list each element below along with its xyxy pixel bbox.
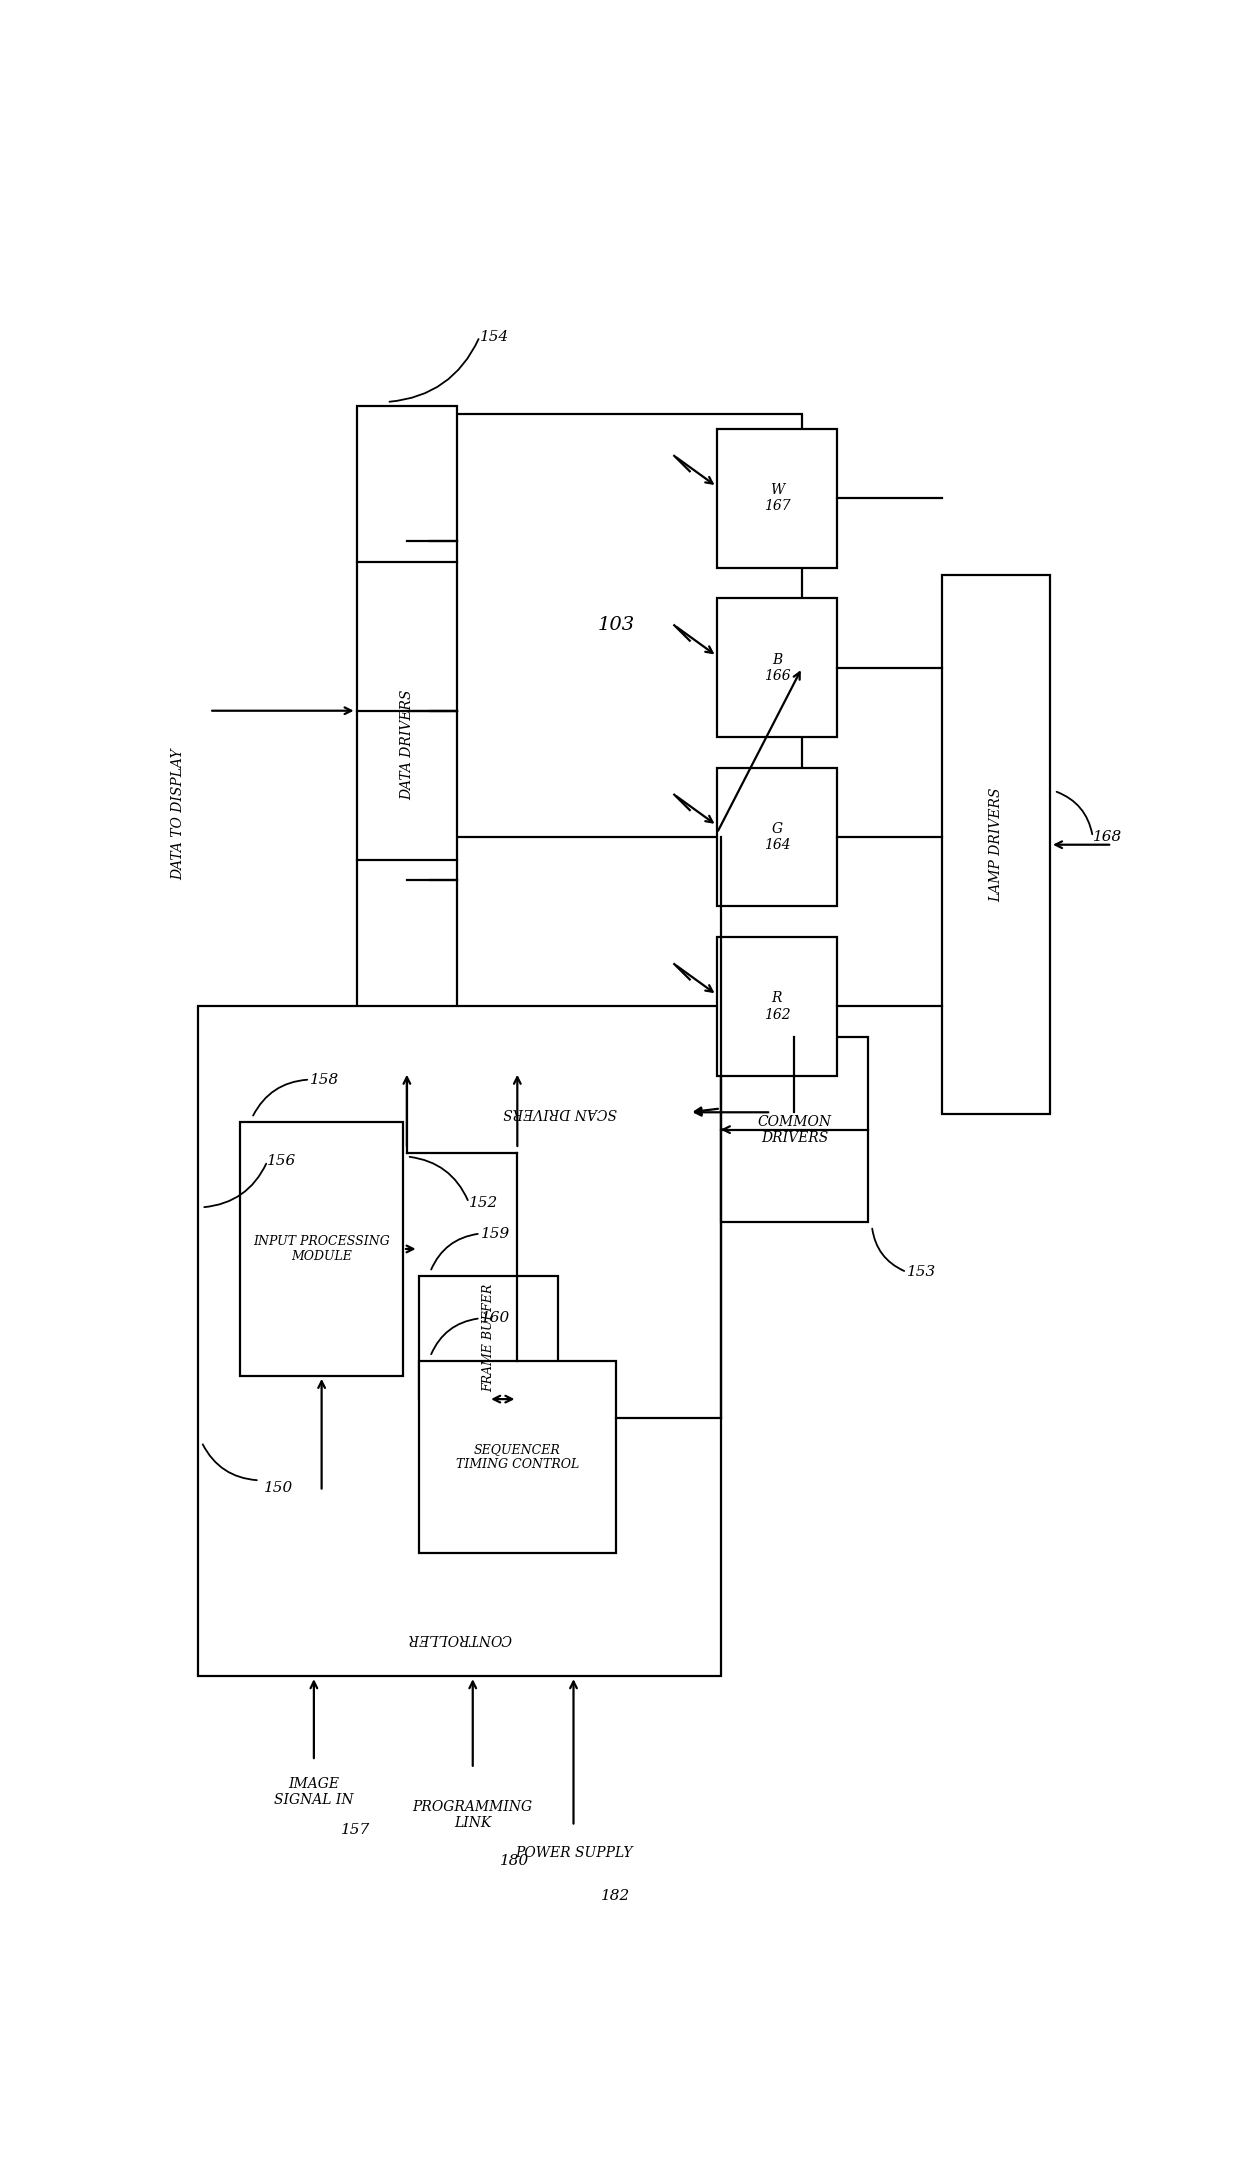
Bar (717, 429, 837, 568)
Bar (430, 1071, 689, 1152)
Text: 158: 158 (310, 1071, 340, 1087)
Text: DATA TO DISPLAY: DATA TO DISPLAY (171, 748, 185, 881)
Bar (357, 406, 458, 1082)
Text: 154: 154 (480, 330, 508, 343)
Bar (419, 1360, 616, 1553)
Text: SEQUENCER
TIMING CONTROL: SEQUENCER TIMING CONTROL (455, 1442, 579, 1471)
Text: IMAGE
SIGNAL IN: IMAGE SIGNAL IN (274, 1776, 353, 1807)
Bar (717, 768, 837, 907)
Text: 150: 150 (263, 1481, 293, 1494)
Text: INPUT PROCESSING
MODULE: INPUT PROCESSING MODULE (253, 1234, 391, 1262)
Bar (720, 1037, 868, 1221)
Text: R
162: R 162 (764, 991, 790, 1022)
Text: 180: 180 (500, 1854, 529, 1868)
Text: CONTROLLER: CONTROLLER (407, 1631, 511, 1644)
Text: PROGRAMMING
LINK: PROGRAMMING LINK (413, 1800, 533, 1831)
Bar (197, 1006, 720, 1677)
Text: 156: 156 (268, 1154, 296, 1169)
Text: 168: 168 (1092, 831, 1122, 844)
Text: DATA DRIVERS: DATA DRIVERS (399, 690, 414, 800)
Text: COMMON
DRIVERS: COMMON DRIVERS (758, 1115, 831, 1145)
Text: 159: 159 (481, 1225, 510, 1241)
Bar (241, 1121, 403, 1375)
Text: LAMP DRIVERS: LAMP DRIVERS (988, 787, 1003, 902)
Text: 157: 157 (341, 1824, 371, 1837)
Bar (717, 599, 837, 737)
Text: G
164: G 164 (764, 822, 790, 852)
Text: 182: 182 (600, 1889, 630, 1902)
Bar (430, 414, 802, 837)
Text: SCAN DRIVERS: SCAN DRIVERS (503, 1106, 616, 1119)
Text: 153: 153 (906, 1265, 936, 1280)
Text: 160: 160 (481, 1312, 510, 1325)
Text: W
167: W 167 (764, 484, 790, 514)
Text: B
166: B 166 (764, 653, 790, 683)
Text: FRAME BUFFER: FRAME BUFFER (482, 1284, 495, 1392)
Text: 152: 152 (469, 1195, 498, 1210)
Text: 103: 103 (598, 616, 635, 633)
Bar (419, 1275, 558, 1399)
Bar (941, 575, 1050, 1115)
Text: POWER SUPPLY: POWER SUPPLY (515, 1846, 632, 1861)
Bar (717, 937, 837, 1076)
